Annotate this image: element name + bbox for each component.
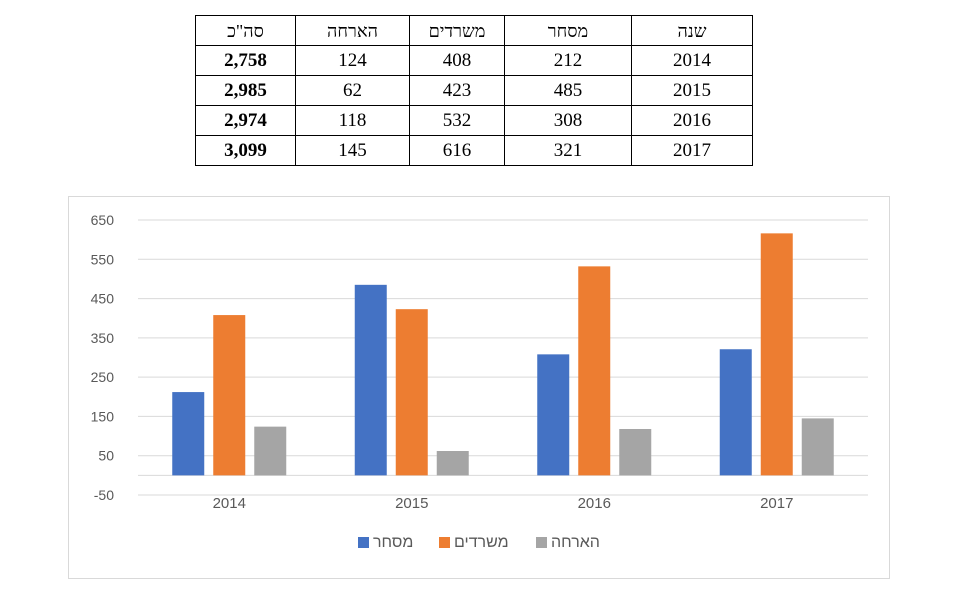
bar (254, 426, 287, 476)
bar-chart: -50 50 150 250 350 450 550 650 2014 2015 2016 2017 מ… (91, 212, 868, 551)
bar (537, 354, 570, 476)
x-tick-label: 2014 (213, 495, 246, 512)
table-row: 2,974 118 532 308 2016 (195, 105, 753, 136)
table-cell: 2015 (631, 75, 753, 106)
legend-swatch (536, 537, 547, 548)
bar (213, 315, 246, 476)
header-cell: סה"כ (195, 15, 296, 46)
header-cell: מסחר (504, 15, 632, 46)
table-cell: 212 (504, 45, 632, 76)
y-tick-label: 550 (91, 251, 115, 267)
table-cell: 2017 (631, 135, 753, 166)
legend-label: הארחה (551, 534, 600, 551)
table-cell: 408 (409, 45, 505, 76)
y-tick-label: 450 (91, 291, 115, 307)
x-tick-label: 2016 (578, 495, 611, 512)
y-tick-label: -50 (94, 487, 114, 503)
legend-swatch (439, 537, 450, 548)
y-tick-label: 250 (91, 369, 115, 385)
bar (436, 451, 469, 476)
header-cell: הארחה (295, 15, 410, 46)
y-tick-label: 50 (98, 448, 114, 464)
legend-swatch (358, 537, 369, 548)
legend-label: מסחר (373, 534, 413, 551)
table-cell-total: 2,758 (195, 45, 296, 76)
table-cell: 616 (409, 135, 505, 166)
table-cell: 308 (504, 105, 632, 136)
bar (719, 349, 752, 476)
y-tick-label: 150 (91, 408, 115, 424)
table-cell-total: 2,985 (195, 75, 296, 106)
table-cell: 62 (295, 75, 410, 106)
bar (172, 392, 205, 476)
bar (578, 266, 611, 476)
x-tick-label: 2017 (760, 495, 793, 512)
bar (395, 309, 428, 476)
bar (354, 284, 387, 476)
table-cell: 124 (295, 45, 410, 76)
table-cell: 321 (504, 135, 632, 166)
table-row: 2,985 62 423 485 2015 (195, 75, 753, 106)
table-row: 2,758 124 408 212 2014 (195, 45, 753, 76)
bar (760, 233, 793, 476)
y-tick-label: 350 (91, 330, 115, 346)
x-tick-label: 2015 (395, 495, 428, 512)
bar (801, 418, 834, 476)
table-row: 3,099 145 616 321 2017 (195, 135, 753, 166)
table-cell-total: 3,099 (195, 135, 296, 166)
table-cell: 485 (504, 75, 632, 106)
table-cell: 532 (409, 105, 505, 136)
bar (619, 429, 652, 476)
header-cell: שנה (631, 15, 753, 46)
table-header-row: סה"כ הארחה משרדים מסחר שנה (195, 15, 753, 46)
table-cell-total: 2,974 (195, 105, 296, 136)
table-cell: 2016 (631, 105, 753, 136)
chart-container: -50 50 150 250 350 450 550 650 2014 2015 2016 2017 מ… (68, 196, 890, 579)
table-cell: 145 (295, 135, 410, 166)
y-tick-label: 650 (91, 212, 115, 228)
data-table: סה"כ הארחה משרדים מסחר שנה 2,758 124 408… (195, 15, 753, 166)
header-cell: משרדים (409, 15, 505, 46)
table-cell: 118 (295, 105, 410, 136)
legend-label: משרדים (454, 534, 509, 551)
table-cell: 2014 (631, 45, 753, 76)
table-cell: 423 (409, 75, 505, 106)
